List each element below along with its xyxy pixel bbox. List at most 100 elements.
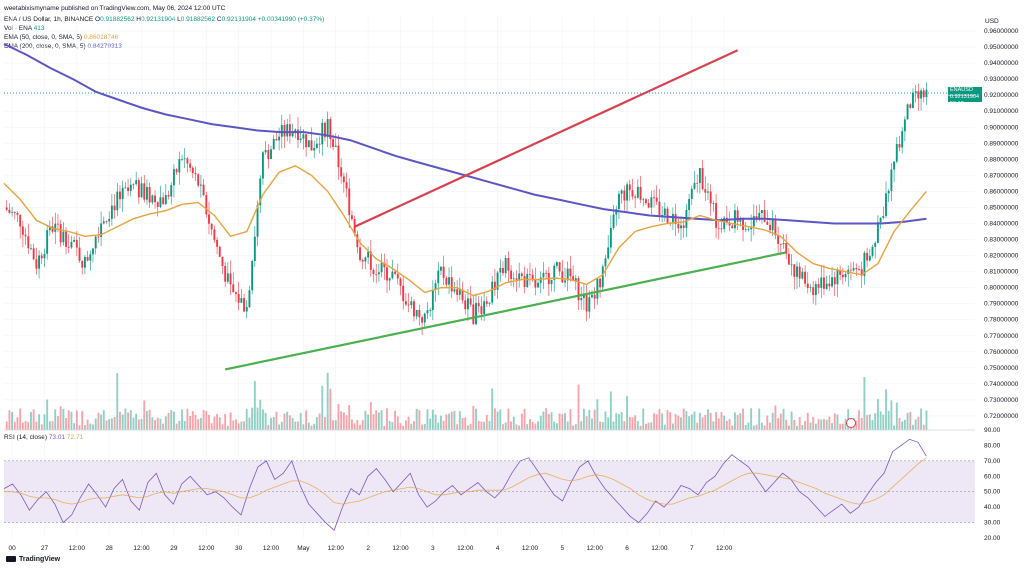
candle-body bbox=[413, 301, 415, 317]
volume-bar bbox=[607, 417, 610, 430]
candle-body bbox=[763, 209, 766, 222]
ema50-legend[interactable]: EMA (50, close, 0, SMA, 5) 0.86018746 bbox=[4, 34, 118, 42]
volume-bar bbox=[8, 410, 11, 430]
volume-bar bbox=[569, 408, 572, 430]
volume-bar bbox=[321, 385, 324, 430]
candle-body bbox=[183, 158, 186, 160]
candle-body bbox=[396, 273, 399, 279]
candle-body bbox=[253, 236, 256, 262]
volume-bar bbox=[502, 424, 504, 430]
time-tick-label: 12:00 bbox=[522, 545, 539, 552]
volume-bar bbox=[885, 389, 887, 430]
support-trendline[interactable] bbox=[224, 251, 787, 371]
candle-body bbox=[574, 278, 577, 281]
candle-body bbox=[553, 265, 556, 280]
rsi-ma-line bbox=[4, 457, 927, 505]
ema200-legend[interactable]: EMA (200, close, 0, SMA, 5) 0.84279313 bbox=[4, 43, 122, 51]
volume-legend[interactable]: Vol · ENA 413 bbox=[4, 25, 45, 33]
volume-bar bbox=[54, 409, 57, 430]
candle-body bbox=[577, 278, 580, 301]
rsi-tick-label: 50.00 bbox=[984, 489, 1001, 496]
volume-bar bbox=[520, 413, 523, 430]
volume-bar bbox=[391, 422, 394, 430]
volume-bar bbox=[893, 425, 896, 430]
volume-bar bbox=[89, 423, 92, 430]
volume-bar bbox=[914, 419, 917, 430]
volume-bar bbox=[804, 421, 807, 430]
candle-body bbox=[866, 252, 869, 261]
tradingview-brand[interactable]: TradingView bbox=[6, 556, 60, 563]
volume-bar bbox=[243, 421, 245, 430]
volume-bar bbox=[164, 416, 167, 430]
candle-body bbox=[909, 104, 912, 108]
volume-bar bbox=[669, 412, 672, 430]
ema200-label: EMA (200, close, 0, SMA, 5) bbox=[4, 43, 86, 50]
candle-body bbox=[836, 270, 839, 285]
volume-bar bbox=[143, 400, 146, 430]
candle-body bbox=[324, 122, 326, 138]
volume-bar bbox=[364, 410, 367, 430]
time-axis[interactable]: 00 27 12:00 28 12:00 29 12:00 30 12:00 May 12:00 2 1… bbox=[8, 545, 732, 552]
candle-body bbox=[472, 304, 475, 325]
volume-bar bbox=[110, 418, 113, 430]
volume-bar bbox=[483, 421, 486, 430]
rsi-axis[interactable]: 90.00 80.00 70.00 60.00 50.00 40.00 30.00 20.00 bbox=[984, 427, 1001, 542]
volume-bar bbox=[205, 411, 208, 430]
volume-bar bbox=[218, 417, 221, 430]
time-tick-label: 29 bbox=[170, 545, 178, 552]
volume-bar bbox=[437, 422, 440, 430]
candle-body bbox=[394, 271, 397, 274]
candle-body bbox=[777, 235, 780, 244]
volume-bar bbox=[790, 411, 793, 430]
volume-bar bbox=[644, 423, 647, 430]
rsi-ma-value: 72.71 bbox=[66, 434, 84, 441]
price-axis[interactable]: 0.96000000 0.95000000 0.94000000 0.93000000… bbox=[984, 28, 1019, 420]
event-marker-icon[interactable] bbox=[846, 418, 856, 428]
candle-body bbox=[251, 261, 254, 291]
price-tick-label: 0.84000000 bbox=[984, 221, 1019, 228]
volume-bar bbox=[59, 406, 62, 430]
candle-body bbox=[423, 313, 426, 323]
price-tick-label: 0.90000000 bbox=[984, 124, 1019, 131]
volume-bar bbox=[383, 425, 386, 430]
candle-body bbox=[367, 251, 370, 258]
candle-body bbox=[445, 277, 448, 285]
volume-bar bbox=[841, 423, 844, 430]
time-tick-label: 5 bbox=[561, 545, 565, 552]
rsi-legend[interactable]: RSI (14, close) 73.01 72.71 bbox=[4, 434, 83, 441]
time-tick-label: 27 bbox=[41, 545, 49, 552]
candle-body bbox=[302, 134, 305, 139]
ema200-value: 0.84279313 bbox=[87, 43, 122, 50]
candle-body bbox=[898, 144, 901, 148]
candle-body bbox=[744, 229, 747, 231]
volume-bar bbox=[518, 425, 521, 430]
volume-bar bbox=[240, 421, 243, 430]
volume-bar bbox=[472, 405, 475, 430]
candle-body bbox=[383, 262, 386, 268]
volume-bar bbox=[146, 411, 148, 430]
volume-bar bbox=[542, 411, 545, 430]
volume-bar bbox=[912, 424, 914, 430]
volume-bar bbox=[717, 418, 720, 430]
volume-bar bbox=[178, 421, 181, 430]
candle-body bbox=[450, 277, 453, 292]
volume-bar bbox=[404, 420, 407, 430]
volume-bar bbox=[760, 422, 763, 430]
candle-body bbox=[464, 300, 467, 310]
volume-bar bbox=[744, 424, 747, 430]
candle-body bbox=[54, 223, 57, 232]
resistance-trendline[interactable] bbox=[354, 49, 739, 228]
time-tick-label: 2 bbox=[366, 545, 370, 552]
volume-bar bbox=[129, 410, 132, 430]
volume-bar bbox=[534, 423, 537, 430]
candle-body bbox=[650, 197, 653, 208]
candle-body bbox=[674, 213, 677, 225]
candle-body bbox=[62, 231, 65, 243]
candle-body bbox=[208, 214, 210, 224]
candle-body bbox=[83, 256, 86, 268]
candle-body bbox=[410, 301, 413, 306]
candle-body bbox=[863, 252, 866, 276]
volume-bar bbox=[283, 413, 286, 430]
price-tick-label: 0.79000000 bbox=[984, 301, 1019, 308]
